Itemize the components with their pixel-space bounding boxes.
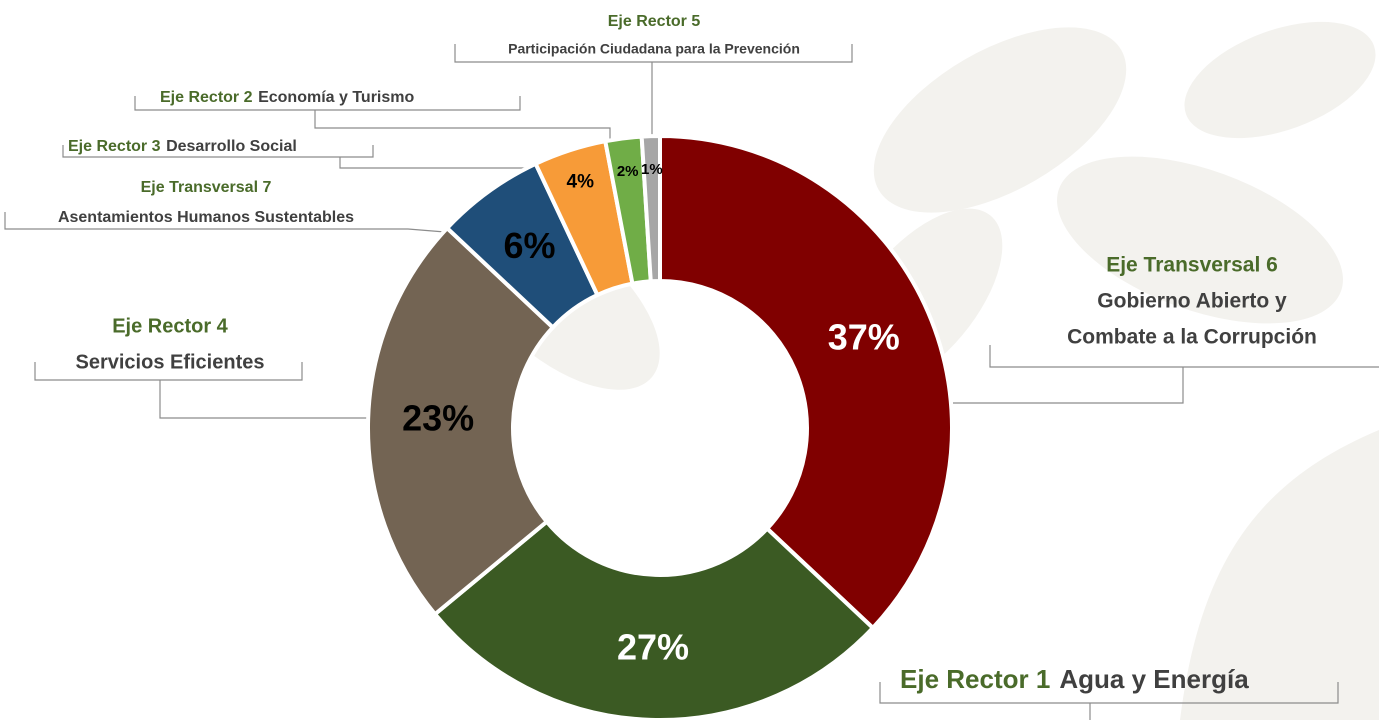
category-name: Combate a la Corrupción	[1067, 326, 1317, 349]
donut-segment	[658, 133, 954, 631]
category-name: Economía y Turismo	[258, 89, 414, 106]
connectors	[4, 44, 1379, 720]
connector	[62, 145, 527, 169]
value-label: 2%	[617, 163, 639, 180]
category-name: Participación Ciudadana para la Prevenci…	[508, 41, 800, 57]
donut-segment	[366, 225, 556, 617]
category-prefix: Eje Rector 2	[160, 89, 253, 106]
category-prefix: Eje Rector 1	[900, 664, 1050, 694]
connector	[454, 44, 853, 137]
value-label: 1%	[641, 161, 663, 178]
category-name: Servicios Eficientes	[76, 351, 265, 373]
category-label: Eje Rector 2 Economía y Turismo	[160, 89, 414, 106]
category-prefix: Eje Rector 3	[68, 138, 161, 155]
category-name: Agua y Energía	[1059, 664, 1249, 694]
category-prefix: Eje Transversal 6	[1106, 254, 1278, 277]
value-label: 6%	[503, 225, 555, 266]
category-label: Eje Rector 3 Desarrollo Social	[68, 138, 297, 155]
value-label: 4%	[567, 172, 595, 193]
connector	[134, 96, 611, 140]
category-prefix: Eje Rector 5	[608, 13, 701, 30]
value-label: 23%	[402, 398, 474, 439]
category-prefix: Eje Rector 4	[112, 315, 228, 337]
category-name: Desarrollo Social	[166, 138, 297, 155]
connector	[953, 345, 1379, 404]
category-name: Asentamientos Humanos Sustentables	[58, 209, 354, 226]
value-label: 37%	[828, 316, 900, 357]
donut-segment	[432, 518, 876, 720]
donut-segment	[639, 133, 662, 284]
category-prefix: Eje Transversal 7	[141, 179, 272, 196]
category-label: Eje Rector 1 Agua y Energía	[900, 664, 1249, 694]
connector	[4, 212, 446, 233]
connector	[34, 362, 368, 419]
value-label: 27%	[617, 626, 689, 667]
category-name: Gobierno Abierto y	[1097, 290, 1287, 313]
connector	[879, 682, 1339, 720]
